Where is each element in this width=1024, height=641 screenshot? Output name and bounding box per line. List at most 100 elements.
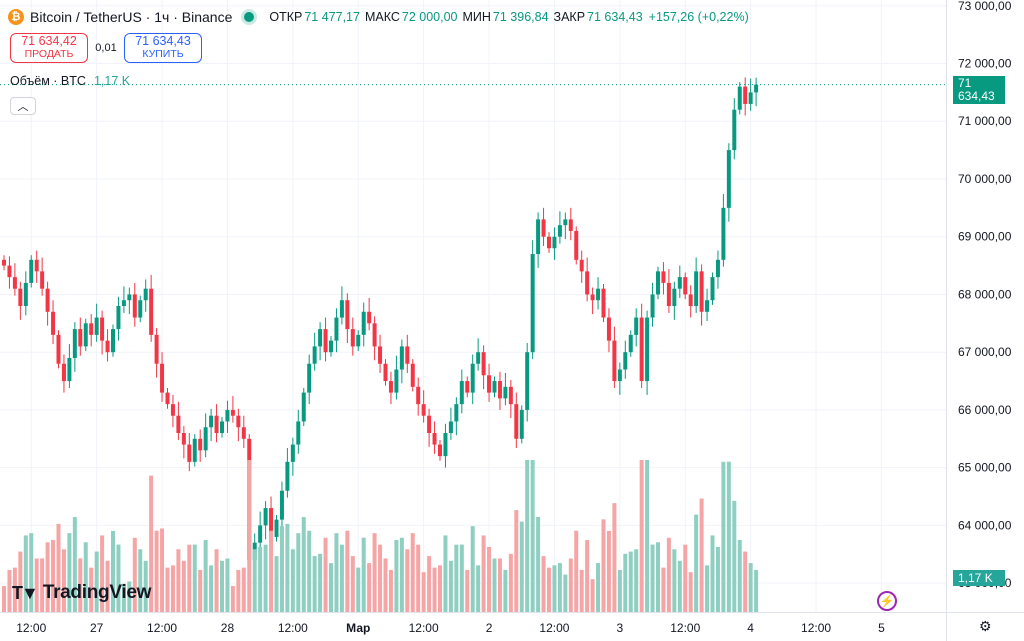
volume-bar — [470, 526, 475, 612]
volume-bar — [34, 558, 39, 612]
volume-bar — [715, 546, 720, 612]
volume-bar — [78, 558, 83, 612]
candle-body — [699, 271, 704, 312]
candle-body — [585, 271, 590, 295]
volume-bar — [726, 461, 731, 612]
volume-bar — [552, 565, 557, 612]
close-value: 71 634,43 — [587, 10, 643, 24]
buy-label: КУПИТЬ — [142, 48, 184, 60]
volume-bar — [269, 530, 274, 612]
candle-body — [601, 288, 606, 318]
time-tick-label: Мар — [346, 621, 370, 635]
candle-body — [192, 438, 197, 462]
volume-bar — [497, 558, 502, 612]
volume-bar — [399, 537, 404, 612]
candle-body — [715, 259, 720, 278]
volume-bar — [18, 551, 23, 612]
candle-body — [612, 340, 617, 382]
settings-icon[interactable]: ⚙ — [979, 618, 992, 634]
low-label: МИН — [462, 10, 491, 24]
volume-bar — [209, 565, 214, 612]
low-value: 71 396,84 — [492, 10, 549, 24]
volume-bar — [427, 556, 432, 612]
volume-bar — [661, 567, 666, 612]
volume-bar — [438, 565, 442, 612]
volume-bar — [503, 569, 508, 612]
candle-body — [465, 381, 470, 393]
candle-body — [94, 317, 99, 335]
candle-body — [345, 300, 350, 330]
candle-body — [350, 329, 355, 347]
volume-bar — [334, 533, 339, 612]
volume-bar — [596, 563, 601, 612]
candle-body — [590, 294, 595, 301]
volume-bar — [606, 530, 611, 612]
candle-body — [661, 271, 666, 283]
candle-body — [116, 306, 121, 330]
candle-body — [645, 317, 650, 382]
candle-body — [623, 352, 628, 370]
candle-body — [176, 415, 181, 434]
tradingview-logo[interactable]: T▼ TradingView — [12, 582, 151, 604]
candle-body — [503, 386, 508, 399]
volume-bar — [230, 586, 235, 612]
volume-bar — [67, 533, 72, 612]
volume-bar — [645, 460, 650, 612]
volume-bar — [748, 563, 753, 612]
candle-body — [181, 433, 186, 445]
volume-legend[interactable]: Объём · BTC 1,17 K — [10, 74, 130, 88]
collapse-legend-button[interactable]: ︿ — [10, 97, 36, 115]
volume-bar — [56, 523, 61, 612]
candle-body — [399, 346, 404, 370]
volume-bar — [100, 535, 105, 612]
candle-body — [67, 357, 72, 382]
price-tick-label: 73 000,00 — [958, 0, 1012, 13]
candle-body — [78, 329, 83, 347]
volume-bar — [356, 567, 361, 612]
volume-bar — [170, 565, 175, 612]
spread-value: 0,01 — [95, 42, 117, 54]
candle-body — [705, 300, 710, 312]
logo-text: TradingView — [42, 582, 152, 603]
candle-body — [2, 259, 6, 266]
candle-body — [105, 340, 110, 353]
candle-body — [710, 277, 715, 301]
volume-bar — [192, 544, 197, 612]
volume-bar — [165, 567, 170, 612]
candle-body — [617, 369, 622, 382]
candle-body — [143, 288, 148, 301]
time-tick-label: 27 — [90, 621, 104, 635]
volume-bar — [296, 533, 301, 612]
symbol-title[interactable]: Bitcoin / TetherUS · 1ч · Binance — [30, 9, 233, 25]
volume-bar — [547, 567, 551, 612]
buy-button[interactable]: 71 634,43 КУПИТЬ — [124, 33, 202, 63]
volume-bar — [301, 517, 306, 612]
volume-bar — [568, 558, 573, 612]
volume-bar — [72, 517, 77, 612]
candle-body — [694, 271, 699, 306]
volume-bar — [508, 553, 513, 612]
candle-body — [203, 427, 208, 451]
volume-bar — [378, 544, 383, 612]
candle-body — [530, 254, 535, 353]
candle-body — [547, 236, 551, 249]
trade-buttons: 71 634,42 ПРОДАТЬ 0,01 71 634,43 КУПИТЬ — [10, 33, 202, 63]
volume-bar — [541, 556, 546, 612]
time-tick-label: 5 — [878, 621, 885, 635]
high-value: 72 000,00 — [401, 10, 458, 24]
volume-bar — [29, 533, 34, 612]
volume-bar — [432, 567, 437, 612]
lightning-icon[interactable]: ⚡ — [877, 591, 897, 611]
sell-button[interactable]: 71 634,42 ПРОДАТЬ — [10, 33, 88, 63]
volume-bar — [154, 530, 159, 612]
candle-body — [23, 282, 28, 306]
volume-bar — [737, 540, 742, 612]
volume-bar — [220, 560, 224, 612]
candle-body — [367, 311, 372, 324]
volume-bar — [149, 475, 154, 612]
candle-body — [410, 363, 415, 387]
chart-header: ₿ Bitcoin / TetherUS · 1ч · Binance ОТКР… — [8, 6, 749, 28]
candle-body — [394, 369, 399, 393]
volume-bar — [628, 551, 633, 612]
